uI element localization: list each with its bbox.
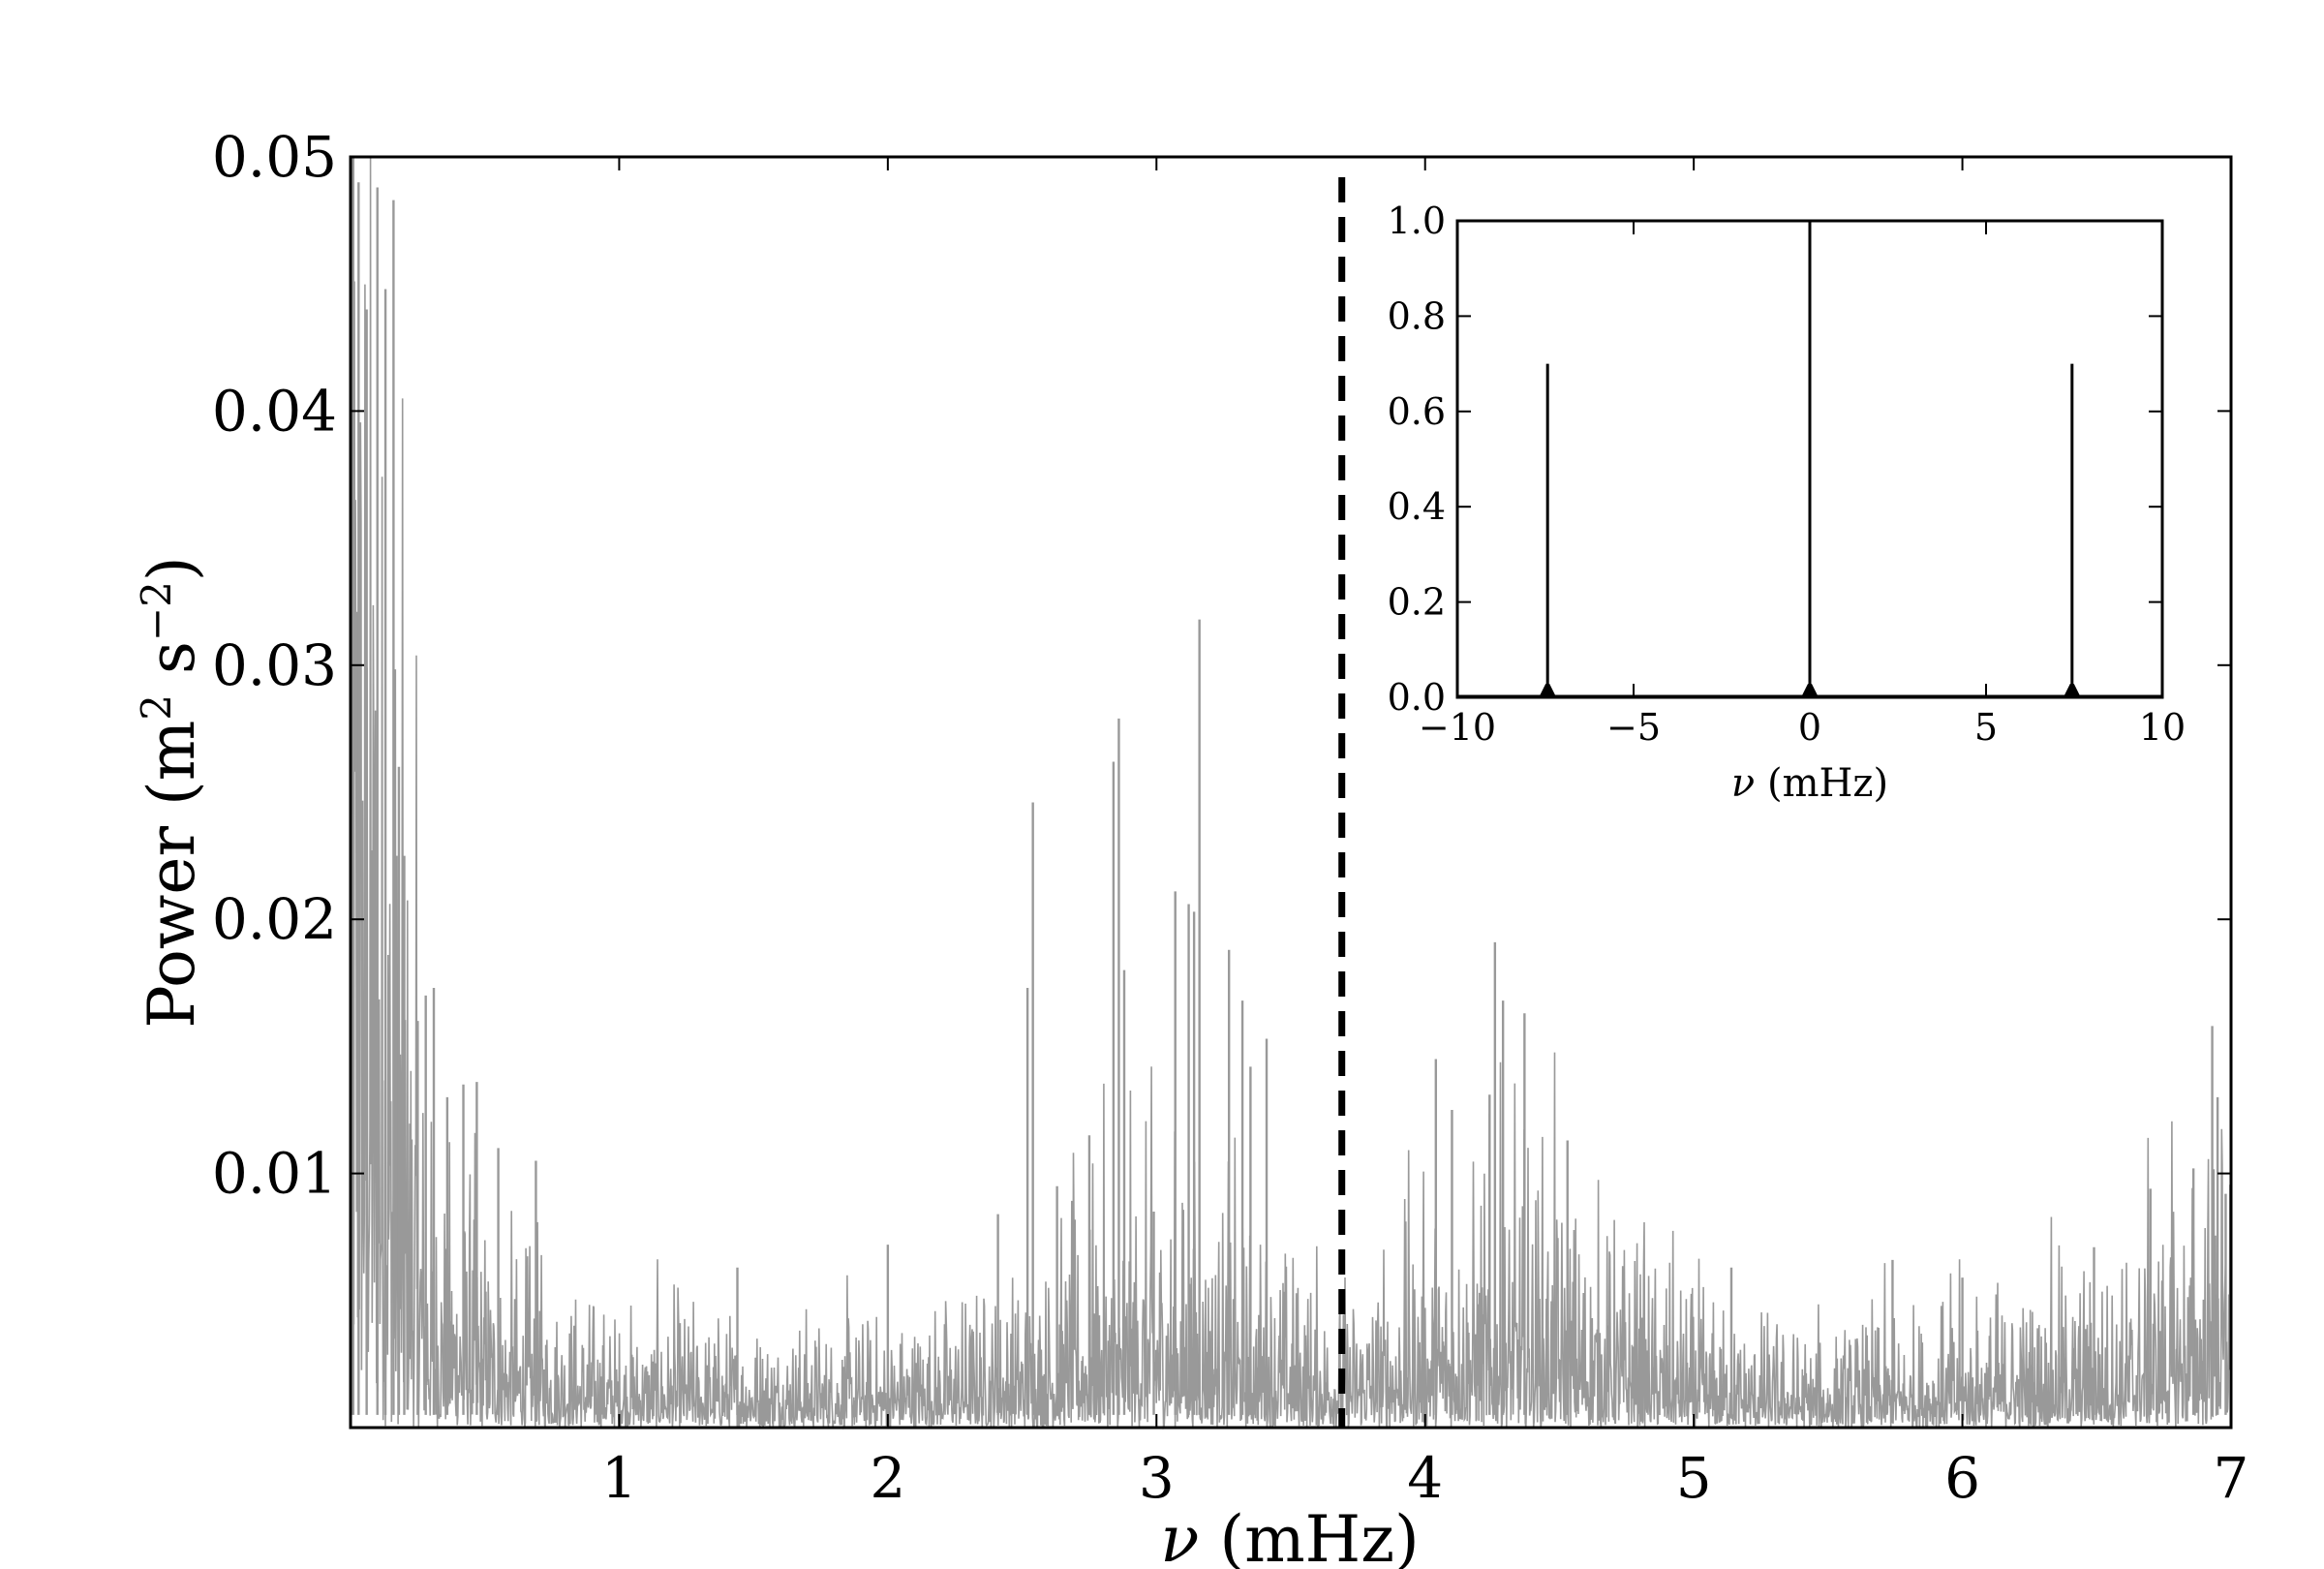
main-x-axis: 1 2 3 4 5 6 7 [601,157,2248,1511]
main-x-tick-label: 5 [1676,1445,1712,1511]
main-y-tick-label: 0.03 [212,632,337,698]
inset-y-tick-label: 0.6 [1388,390,1446,433]
inset-x-axis: −10 −5 0 5 10 [1419,221,2186,749]
main-y-axis-label-sup1: 2 [133,694,180,721]
main-x-tick-label: 6 [1944,1445,1980,1511]
main-y-axis: 0.010.020.030.040.05 [212,124,2231,1207]
power-peaks [352,157,2227,1415]
inset-y-tick-label: 0.0 [1388,676,1446,719]
main-y-tick-label: 0.02 [212,886,337,952]
inset-peak-base-0 [1539,684,1557,697]
power-noise-trace [350,156,2232,1431]
main-plot-frame [349,155,2233,1430]
inset-x-tick-label: 10 [2139,706,2186,749]
inset-x-axis-label: ν (mHz) [1731,761,1888,806]
inset-x-tick-label: −10 [1419,706,1496,749]
main-x-tick-label: 1 [601,1445,637,1511]
main-x-tick-label: 2 [870,1445,905,1511]
main-y-axis-label-end: ) [135,556,209,581]
main-y-axis-label-mid: s [135,641,209,694]
main-y-tick-label: 0.01 [212,1141,337,1207]
inset-y-tick-label: 0.4 [1388,485,1446,528]
inset-y-tick-label: 1.0 [1388,200,1446,242]
main-y-tick-label: 0.04 [212,378,337,444]
inset-y-axis: 0.0 0.2 0.4 0.6 0.8 1.0 [1388,200,2162,719]
inset-x-tick-label: 0 [1798,706,1821,749]
inset-x-tick-label: −5 [1606,706,1661,749]
main-x-axis-label: ν (mHz) [1160,1502,1420,1569]
main-x-tick-label: 3 [1139,1445,1175,1511]
main-x-tick-label: 7 [2214,1445,2249,1511]
inset-y-tick-label: 0.2 [1388,581,1446,624]
inset-x-tick-label: 5 [1974,706,1998,749]
inset-x-axis-symbol: ν [1731,761,1755,806]
inset-plot: −10 −5 0 5 10 0.0 0.2 0.4 0.6 0.8 1.0 ν (mHz) [1388,200,2186,806]
main-x-axis-symbol: ν [1160,1502,1199,1569]
main-x-axis-unit: (mHz) [1199,1502,1419,1569]
inset-y-tick-label: 0.8 [1388,294,1446,337]
main-y-axis-label-text: Power (m [135,721,209,1029]
main-y-axis-label: Power (m2 s−2) [133,556,209,1028]
inset-peak-base-2 [2063,684,2081,697]
inset-x-axis-unit: (mHz) [1755,761,1888,806]
main-y-axis-label-sup2: −2 [133,581,180,641]
main-y-tick-label: 0.05 [212,124,337,190]
power-series-line [350,156,2232,1431]
main-x-tick-label: 4 [1407,1445,1443,1511]
